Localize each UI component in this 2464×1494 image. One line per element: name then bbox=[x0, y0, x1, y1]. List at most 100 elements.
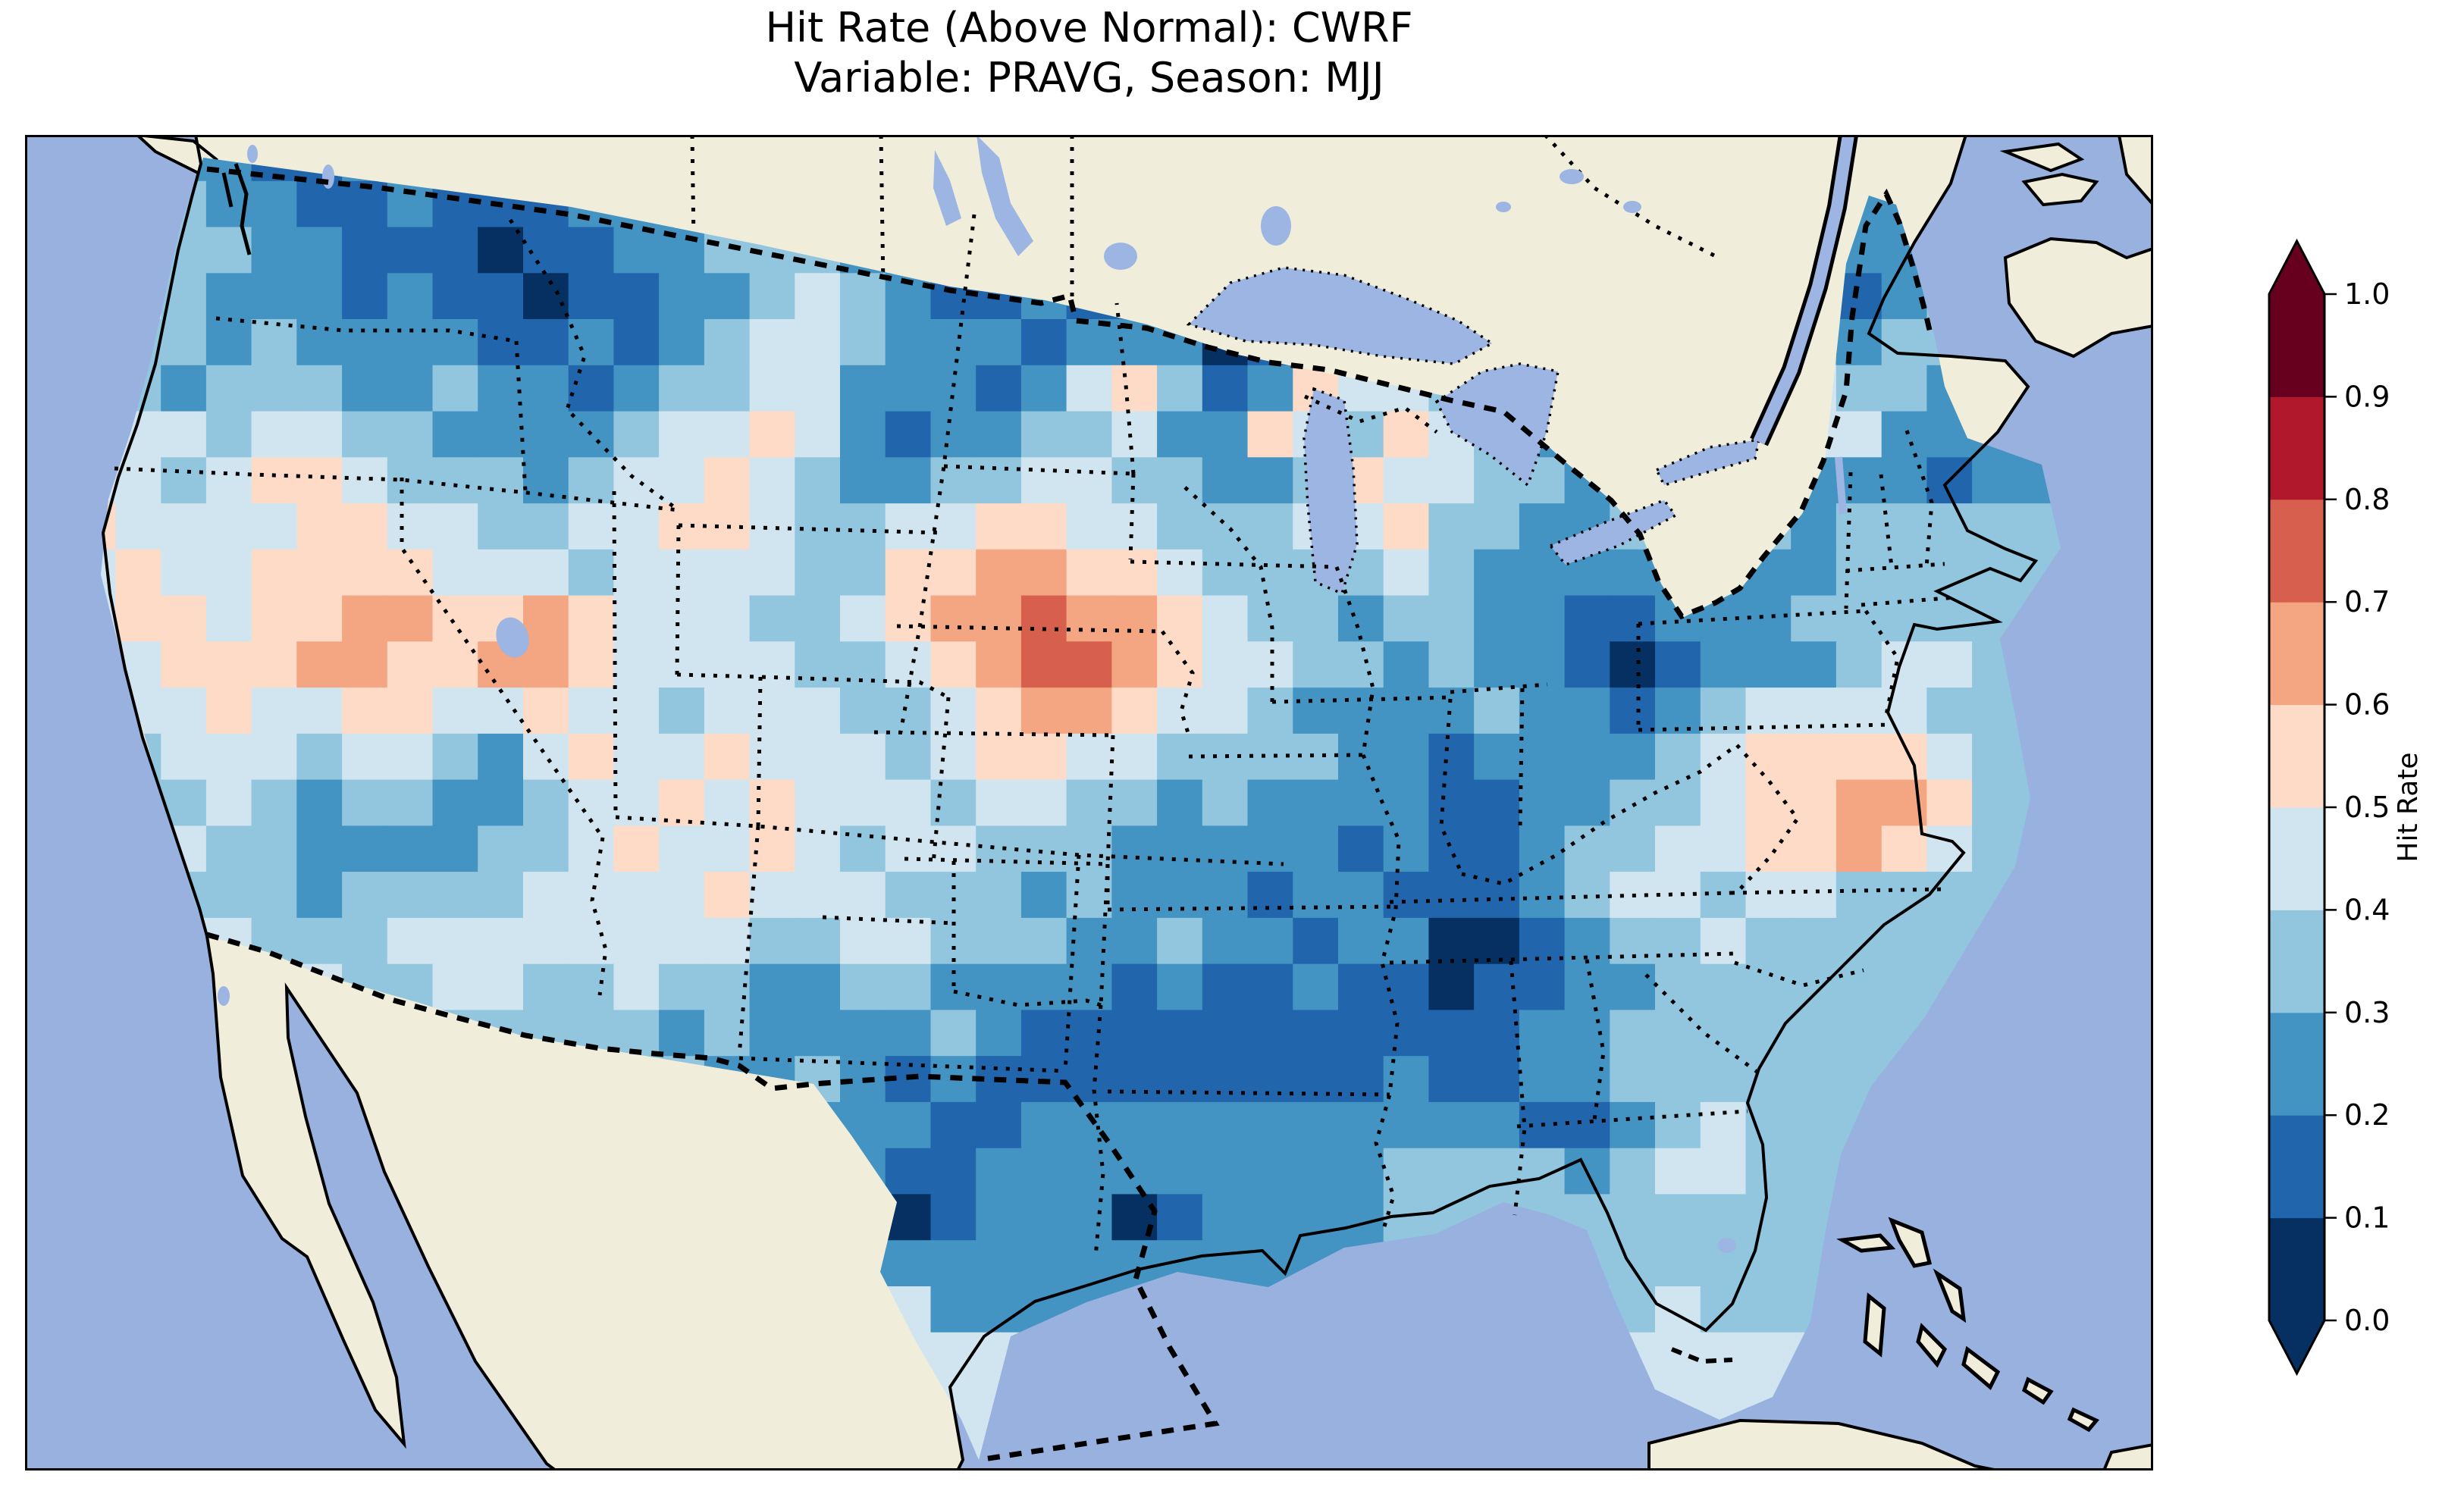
grid-cell bbox=[568, 872, 615, 919]
grid-cell bbox=[1655, 733, 1701, 781]
grid-cell bbox=[296, 779, 343, 827]
grid-cell bbox=[251, 549, 297, 597]
grid-cell bbox=[1157, 872, 1203, 919]
figure-title-line2: Variable: PRAVG, Season: MJJ bbox=[794, 54, 1384, 102]
grid-cell bbox=[704, 319, 751, 366]
grid-cell bbox=[1202, 779, 1249, 827]
grid-cell bbox=[704, 595, 751, 643]
grid-cell bbox=[1066, 872, 1112, 919]
quebec-lake-1 bbox=[1560, 169, 1584, 184]
grid-cell bbox=[1745, 1010, 1792, 1057]
grid-cell bbox=[1519, 779, 1566, 827]
grid-cell bbox=[1383, 1010, 1430, 1057]
grid-cell bbox=[885, 595, 932, 643]
grid-cell bbox=[1383, 1056, 1430, 1103]
grid-cell bbox=[1474, 779, 1520, 827]
grid-cell bbox=[1338, 1101, 1384, 1149]
grid-cell bbox=[659, 872, 705, 919]
grid-cell bbox=[930, 503, 977, 550]
great-salt-lake bbox=[496, 617, 529, 658]
grid-cell bbox=[795, 917, 841, 965]
grid-cell bbox=[795, 872, 841, 919]
grid-cell bbox=[205, 872, 252, 919]
grid-cell bbox=[659, 319, 705, 366]
grid-cell bbox=[659, 733, 705, 781]
grid-cell bbox=[1428, 1101, 1475, 1149]
grid-cell bbox=[1610, 1240, 1656, 1287]
grid-cell bbox=[1383, 872, 1430, 919]
grid-cell bbox=[296, 872, 343, 919]
grid-cell bbox=[1745, 872, 1792, 919]
grid-cell bbox=[1881, 365, 1928, 412]
grid-cell bbox=[1383, 457, 1430, 504]
grid-cell bbox=[749, 641, 795, 688]
grid-cell bbox=[976, 503, 1022, 550]
grid-cell bbox=[1020, 917, 1067, 965]
grid-cell bbox=[1428, 733, 1475, 781]
grid-cell bbox=[1881, 273, 1928, 320]
grid-cell bbox=[1066, 411, 1112, 459]
grid-cell bbox=[1564, 733, 1610, 781]
grid-cell bbox=[1066, 687, 1112, 734]
colorbar-segment bbox=[2269, 704, 2324, 808]
grid-cell bbox=[1202, 365, 1249, 412]
grid-cell bbox=[1338, 641, 1384, 688]
grid-cell bbox=[432, 273, 478, 320]
grid-cell bbox=[613, 457, 660, 504]
colorbar-arrow-under bbox=[2269, 1320, 2324, 1373]
grid-cell bbox=[885, 917, 932, 965]
grid-cell bbox=[251, 457, 297, 504]
grid-cell bbox=[432, 503, 478, 550]
grid-cell bbox=[1610, 1101, 1656, 1149]
grand-bahama bbox=[1836, 1233, 1896, 1253]
grid-cell bbox=[1111, 1101, 1158, 1149]
grid-cell bbox=[659, 273, 705, 320]
grid-cell bbox=[432, 227, 478, 274]
grid-cell bbox=[613, 319, 660, 366]
grid-cell bbox=[296, 457, 343, 504]
grid-cell bbox=[161, 457, 207, 504]
grid-cell bbox=[795, 503, 841, 550]
grid-cell bbox=[342, 365, 388, 412]
grid-cell bbox=[432, 825, 478, 872]
grid-cell bbox=[976, 1194, 1022, 1241]
eleuthera bbox=[1933, 1268, 1967, 1323]
grid-cell bbox=[976, 1101, 1022, 1149]
grid-cell bbox=[795, 319, 841, 366]
grid-cell bbox=[432, 779, 478, 827]
grid-cell bbox=[704, 641, 751, 688]
grid-cell bbox=[478, 457, 524, 504]
grid-cell bbox=[1157, 1194, 1203, 1241]
colorbar-tick-label: 0.7 bbox=[2344, 585, 2390, 619]
grid-cell bbox=[1157, 1056, 1203, 1103]
grid-cell bbox=[976, 1010, 1022, 1057]
grid-cell bbox=[1157, 917, 1203, 965]
grid-cell bbox=[1745, 1194, 1792, 1241]
grid-cell bbox=[749, 825, 795, 872]
grid-cell bbox=[1791, 779, 1837, 827]
grid-cell bbox=[568, 549, 615, 597]
map-panel bbox=[25, 135, 2153, 1471]
grid-cell bbox=[1791, 549, 1837, 597]
grid-cell bbox=[1835, 733, 1882, 781]
grid-cell bbox=[613, 273, 660, 320]
grid-cell bbox=[1791, 872, 1837, 919]
grid-cell bbox=[976, 917, 1022, 965]
grid-cell bbox=[840, 917, 886, 965]
grid-cell bbox=[1157, 411, 1203, 459]
grid-cell bbox=[205, 365, 252, 412]
grid-cell bbox=[1881, 319, 1928, 366]
grid-cell bbox=[976, 595, 1022, 643]
colorbar-tick-label: 0.1 bbox=[2344, 1201, 2390, 1235]
grid-cell bbox=[976, 457, 1022, 504]
colorbar-tick-label: 1.0 bbox=[2344, 277, 2390, 311]
grid-cell bbox=[342, 319, 388, 366]
grid-cell bbox=[1745, 963, 1792, 1011]
grid-cell bbox=[976, 319, 1022, 366]
grid-cell bbox=[749, 457, 795, 504]
grid-cell bbox=[749, 503, 795, 550]
colorbar-segment bbox=[2269, 807, 2324, 910]
grid-cell bbox=[1293, 779, 1339, 827]
grid-cell bbox=[704, 687, 751, 734]
grid-cell bbox=[1157, 549, 1203, 597]
